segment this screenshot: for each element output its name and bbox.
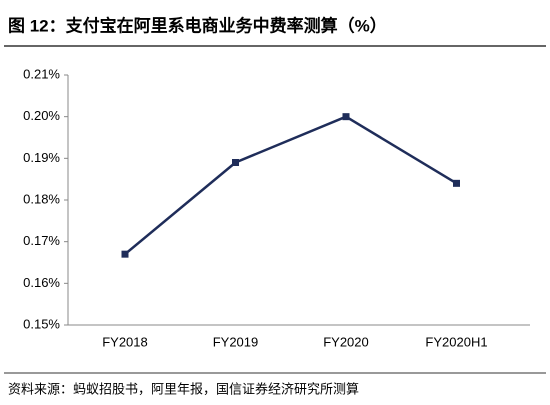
x-tick-label: FY2020 (323, 334, 369, 349)
y-tick-label: 0.20% (23, 108, 60, 123)
y-tick-label: 0.15% (23, 316, 60, 331)
marker (232, 159, 239, 166)
marker (453, 179, 460, 187)
y-tick-label: 0.17% (23, 233, 60, 248)
x-tick-label: FY2020H1 (425, 334, 487, 349)
y-tick-label: 0.18% (23, 191, 60, 206)
source-note: 资料来源：蚂蚁招股书，阿里年报，国信证券经济研究所测算 (8, 381, 359, 396)
marker (342, 113, 350, 121)
x-tick-label: FY2018 (102, 334, 148, 349)
line (124, 115, 458, 256)
y-tick-label: 0.19% (23, 150, 60, 165)
y-tick-label: 0.16% (23, 275, 60, 290)
chart-title: 图 12：支付宝在阿里系电商业务中费率测算（%） (8, 15, 387, 35)
y-tick-label: 0.21% (23, 66, 60, 81)
marker (121, 250, 129, 258)
x-tick-label: FY2019 (213, 334, 259, 349)
